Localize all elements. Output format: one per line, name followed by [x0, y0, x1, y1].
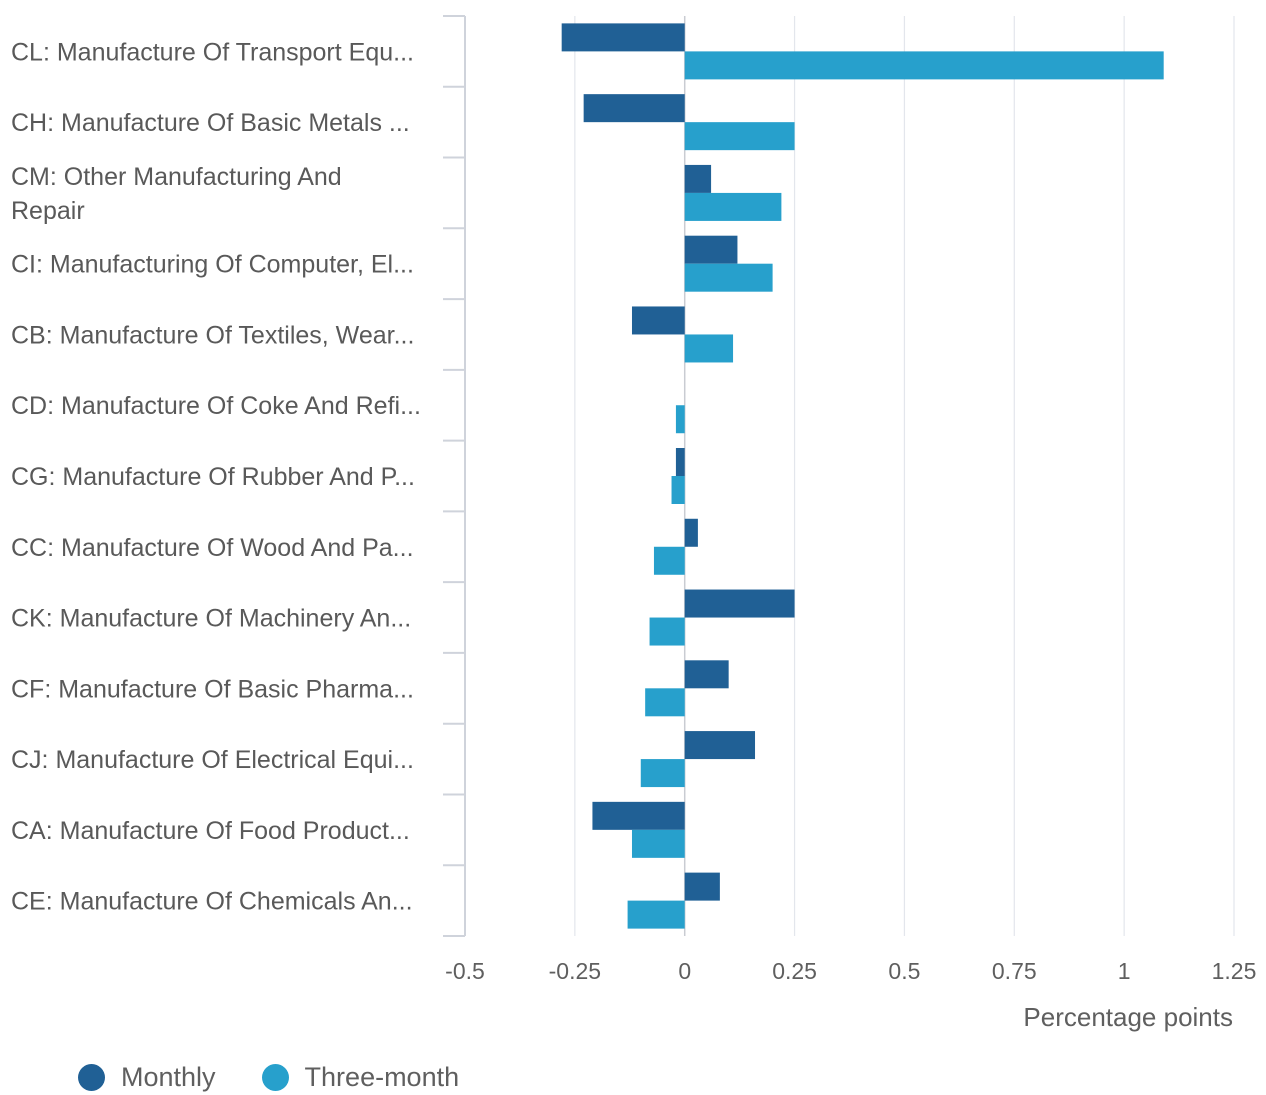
category-label-line: Repair	[11, 197, 85, 225]
legend-label-three-month: Three-month	[304, 1062, 460, 1092]
legend-swatch-monthly	[78, 1064, 105, 1091]
bar-three-month	[653, 546, 685, 575]
category-label: CJ: Manufacture Of Electrical Equi...	[11, 746, 414, 774]
bar-three-month	[631, 829, 685, 858]
category-labels: CL: Manufacture Of Transport Equ... CH: M…	[11, 38, 421, 915]
category-label-line: CK: Manufacture Of Machinery An...	[11, 605, 411, 633]
bar-monthly	[684, 235, 738, 264]
bar-monthly	[684, 164, 712, 193]
category-label: CK: Manufacture Of Machinery An...	[11, 605, 411, 633]
bar-three-month	[627, 900, 685, 929]
legend-item-monthly[interactable]: Monthly	[78, 1062, 216, 1093]
bar-three-month	[649, 617, 685, 646]
category-label-line: CF: Manufacture Of Basic Pharma...	[11, 675, 414, 703]
x-tick-labels: -0.5 -0.25 0 0.25 0.5 0.75 1 1.25	[445, 958, 1256, 984]
legend-item-three-month[interactable]: Three-month	[261, 1062, 460, 1093]
x-tick-label: 0.5	[888, 958, 920, 984]
category-label-line: CA: Manufacture Of Food Product...	[11, 817, 410, 845]
category-label: CL: Manufacture Of Transport Equ...	[11, 38, 414, 66]
bar-monthly	[684, 872, 720, 901]
bar-monthly	[684, 660, 729, 689]
bar-three-month	[684, 192, 782, 221]
category-label-line: CJ: Manufacture Of Electrical Equi...	[11, 746, 414, 774]
x-tick-label: -0.5	[445, 958, 485, 984]
category-label-line: CB: Manufacture Of Textiles, Wear...	[11, 321, 414, 349]
category-label: CA: Manufacture Of Food Product...	[11, 817, 410, 845]
bar-three-month	[671, 476, 685, 504]
x-tick-label: -0.25	[549, 958, 601, 984]
category-label-line: CD: Manufacture Of Coke And Refi...	[11, 392, 421, 420]
bar-three-month	[684, 122, 795, 151]
bar-monthly	[675, 448, 685, 476]
category-label: CC: Manufacture Of Wood And Pa...	[11, 534, 414, 562]
bar-three-month	[640, 759, 685, 788]
category-label-line: CC: Manufacture Of Wood And Pa...	[11, 534, 414, 562]
bar-three-month	[684, 334, 734, 363]
category-label-line: CE: Manufacture Of Chemicals An...	[11, 888, 413, 916]
category-label-line: CL: Manufacture Of Transport Equ...	[11, 38, 414, 66]
x-tick-label: 1	[1118, 958, 1131, 984]
bar-chart: CL: Manufacture Of Transport Equ... CH: M…	[11, 15, 1256, 1032]
category-label: CF: Manufacture Of Basic Pharma...	[11, 675, 414, 703]
bar-three-month	[684, 263, 773, 292]
bar-monthly	[583, 94, 685, 123]
category-label: CH: Manufacture Of Basic Metals ...	[11, 109, 410, 137]
bar-three-month	[645, 688, 685, 717]
bar-monthly	[684, 518, 698, 547]
category-label: CG: Manufacture Of Rubber And P...	[11, 463, 415, 491]
category-label: CM: Other Manufacturing And Repair	[11, 163, 342, 225]
category-label: CB: Manufacture Of Textiles, Wear...	[11, 321, 414, 349]
bars	[561, 23, 1164, 929]
category-label-line: CM: Other Manufacturing And	[11, 163, 342, 191]
category-label: CD: Manufacture Of Coke And Refi...	[11, 392, 421, 420]
bar-monthly	[684, 589, 795, 618]
category-label: CI: Manufacturing Of Computer, El...	[11, 251, 414, 279]
legend-swatch-three-month	[261, 1064, 289, 1091]
category-label-line: CI: Manufacturing Of Computer, El...	[11, 251, 414, 279]
x-tick-label: 1.25	[1212, 958, 1257, 984]
bar-monthly	[631, 306, 685, 335]
bar-monthly	[561, 23, 685, 52]
category-label-line: CG: Manufacture Of Rubber And P...	[11, 463, 415, 491]
category-axis	[443, 15, 466, 937]
bar-three-month	[684, 51, 1164, 80]
category-label: CE: Manufacture Of Chemicals An...	[11, 888, 413, 916]
x-axis-title: Percentage points	[1023, 1002, 1233, 1032]
x-tick-label: 0.75	[992, 958, 1037, 984]
x-tick-label: 0.25	[772, 958, 817, 984]
bar-monthly	[684, 731, 756, 760]
legend: Monthly Three-month	[78, 1062, 505, 1093]
bar-three-month	[675, 405, 685, 434]
x-tick-label: 0	[678, 958, 691, 984]
bar-monthly	[592, 801, 685, 830]
legend-label-monthly: Monthly	[121, 1062, 216, 1092]
category-label-line: CH: Manufacture Of Basic Metals ...	[11, 109, 410, 137]
